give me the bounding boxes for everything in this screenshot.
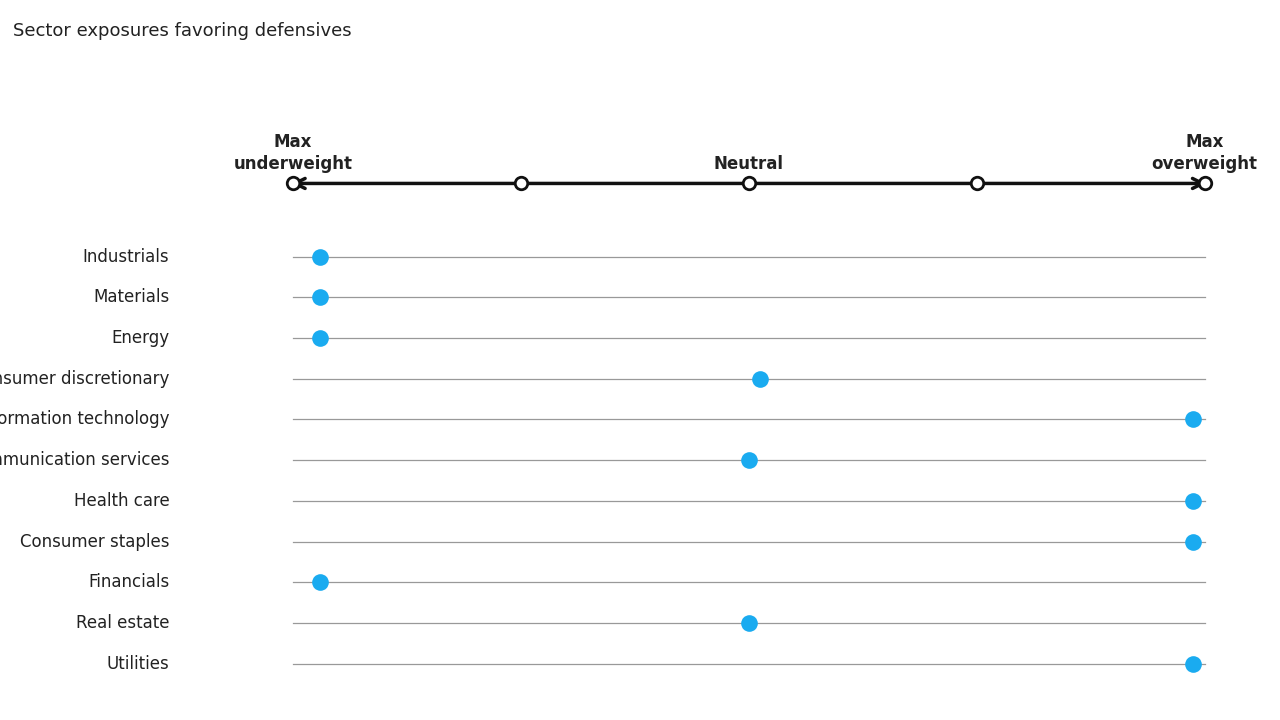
Text: Financials: Financials: [88, 573, 169, 591]
Text: Health care: Health care: [74, 492, 169, 510]
Text: Max
overweight: Max overweight: [1152, 133, 1258, 174]
Text: Consumer discretionary: Consumer discretionary: [0, 370, 169, 388]
Text: Communication services: Communication services: [0, 451, 169, 469]
Text: Neutral: Neutral: [714, 156, 783, 174]
Text: Materials: Materials: [93, 289, 169, 307]
Text: Real estate: Real estate: [76, 614, 169, 632]
Text: Energy: Energy: [111, 329, 169, 347]
Text: Utilities: Utilities: [106, 654, 169, 672]
Text: Consumer staples: Consumer staples: [20, 533, 169, 551]
Text: Sector exposures favoring defensives: Sector exposures favoring defensives: [13, 22, 352, 40]
Text: Information technology: Information technology: [0, 410, 169, 428]
Text: Max
underweight: Max underweight: [233, 133, 352, 174]
Text: Industrials: Industrials: [83, 248, 169, 266]
